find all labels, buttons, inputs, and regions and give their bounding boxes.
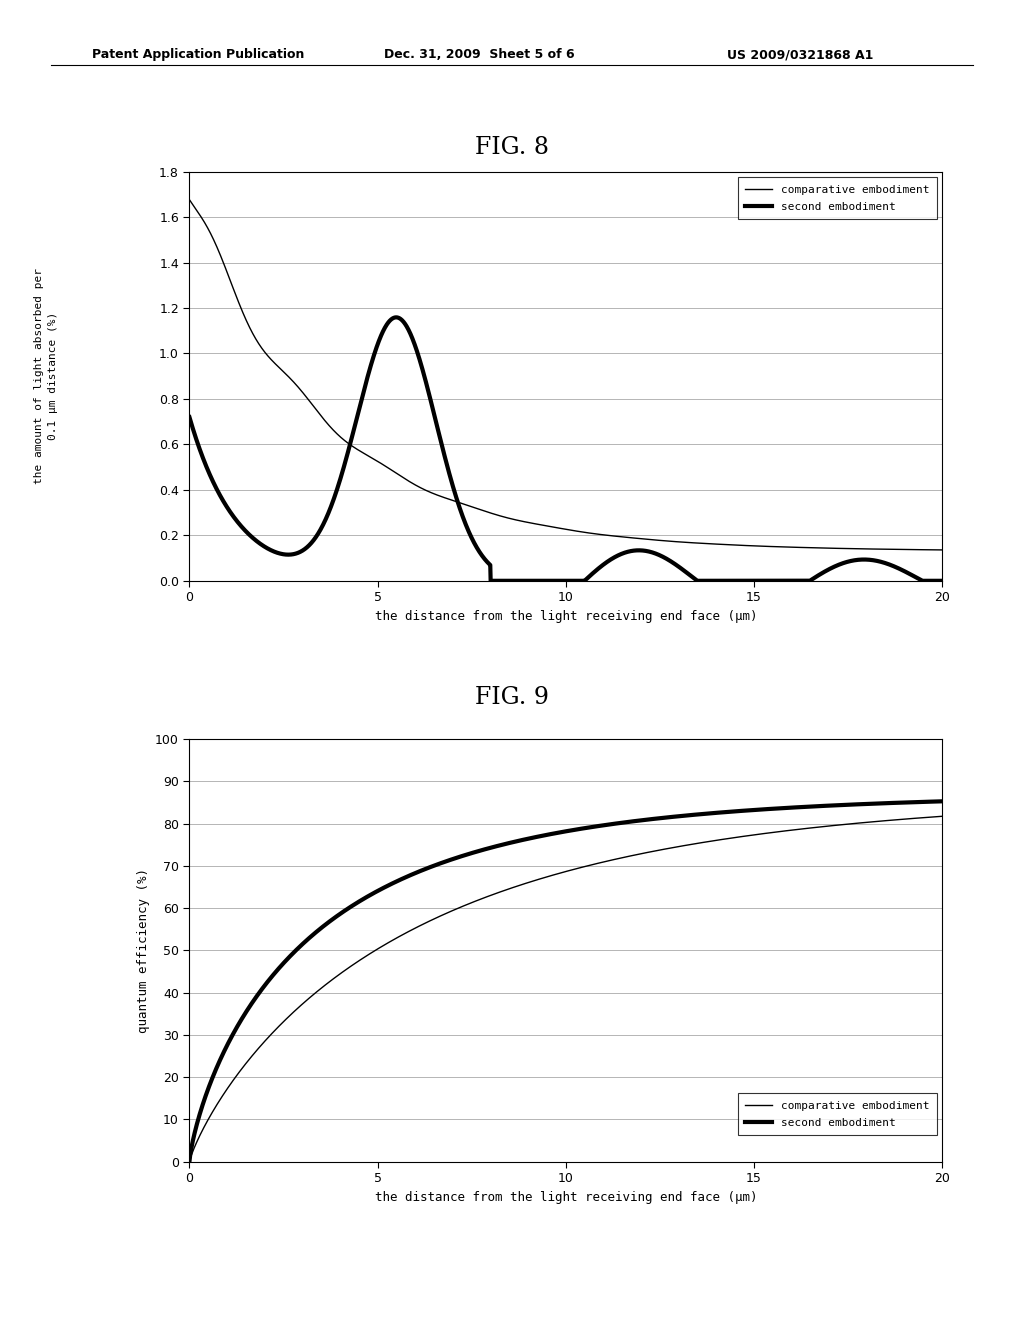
Text: US 2009/0321868 A1: US 2009/0321868 A1 — [727, 49, 873, 61]
Y-axis label: quantum efficiency (%): quantum efficiency (%) — [136, 869, 150, 1032]
X-axis label: the distance from the light receiving end face (μm): the distance from the light receiving en… — [375, 610, 757, 623]
Text: FIG. 8: FIG. 8 — [475, 136, 549, 158]
Text: FIG. 9: FIG. 9 — [475, 686, 549, 709]
X-axis label: the distance from the light receiving end face (μm): the distance from the light receiving en… — [375, 1191, 757, 1204]
Legend: comparative embodiment, second embodiment: comparative embodiment, second embodimen… — [738, 1093, 937, 1135]
Text: the amount of light absorbed per
0.1 μm distance (%): the amount of light absorbed per 0.1 μm … — [34, 268, 58, 484]
Legend: comparative embodiment, second embodiment: comparative embodiment, second embodimen… — [738, 177, 937, 219]
Text: Dec. 31, 2009  Sheet 5 of 6: Dec. 31, 2009 Sheet 5 of 6 — [384, 49, 574, 61]
Text: Patent Application Publication: Patent Application Publication — [92, 49, 304, 61]
